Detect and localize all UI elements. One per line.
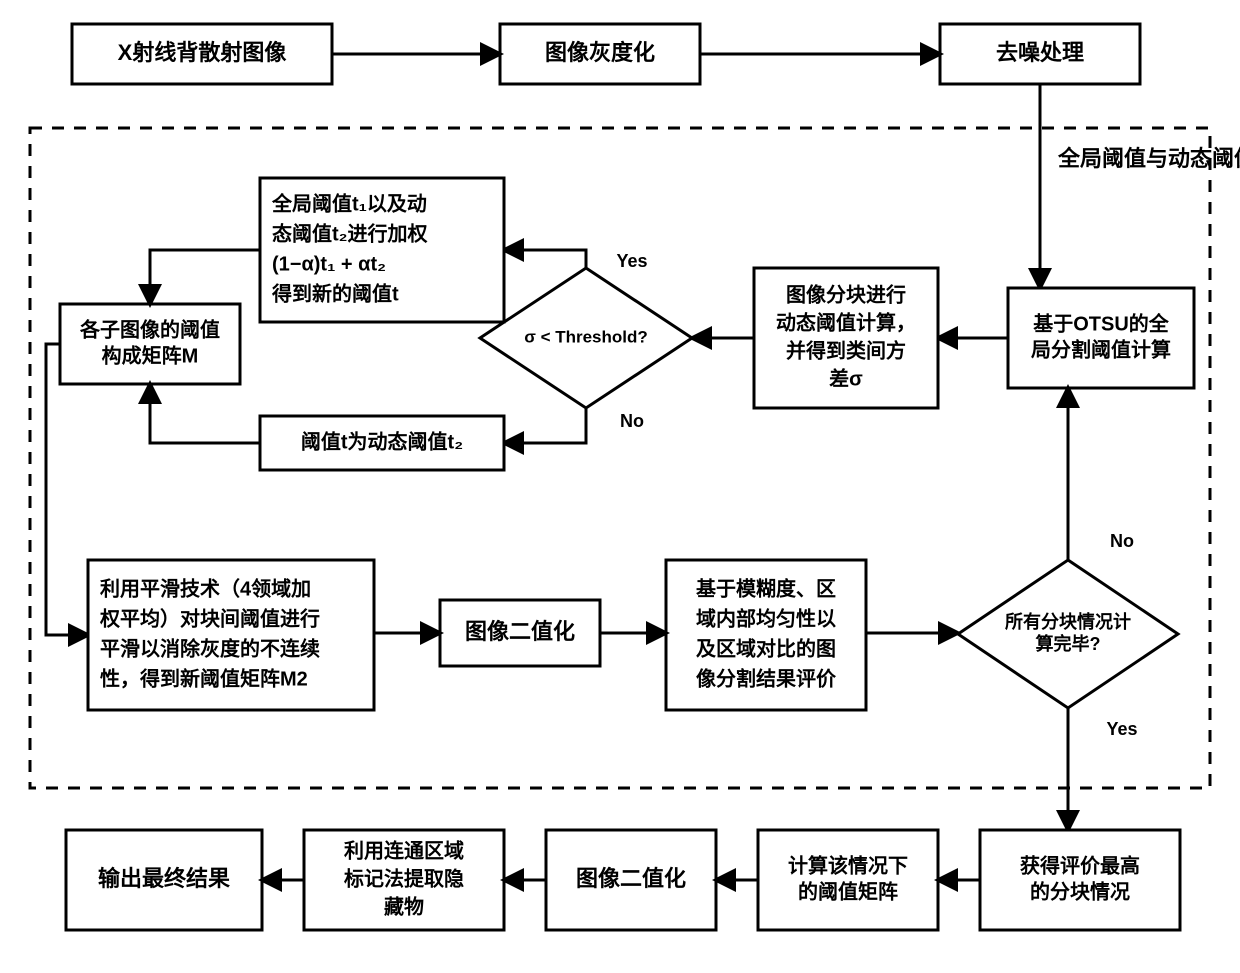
svg-text:输出最终结果: 输出最终结果 [98,866,230,891]
svg-text:并得到类间方: 并得到类间方 [786,338,906,362]
svg-text:平滑以消除灰度的不连续: 平滑以消除灰度的不连续 [100,636,320,660]
svg-text:(1−α)t₁ + αt₂: (1−α)t₁ + αt₂ [272,253,386,275]
svg-text:图像分块进行: 图像分块进行 [786,282,906,306]
svg-text:计算该情况下: 计算该情况下 [788,853,908,877]
svg-text:基于模糊度、区: 基于模糊度、区 [696,576,836,600]
flowchart: X射线背散射图像 图像灰度化 去噪处理全局阈值与动态阈值相结合基于OTSU的全局分割… [0,0,1240,973]
svg-text:态阈值t₂进行加权: 态阈值t₂进行加权 [272,221,429,245]
svg-text:构成矩阵M: 构成矩阵M [102,343,199,367]
svg-text:局分割阈值计算: 局分割阈值计算 [1030,337,1171,361]
svg-text:性，得到新阈值矩阵M2: 性，得到新阈值矩阵M2 [100,666,308,690]
svg-text:全局阈值t₁以及动: 全局阈值t₁以及动 [271,191,427,215]
svg-text:σ < Threshold?: σ < Threshold? [524,327,648,346]
svg-text:算完毕?: 算完毕? [1036,633,1101,654]
svg-text:标记法提取隐: 标记法提取隐 [344,866,464,890]
svg-text:各子图像的阈值: 各子图像的阈值 [79,317,220,341]
svg-text:图像二值化: 图像二值化 [576,866,686,891]
svg-text:藏物: 藏物 [384,894,424,918]
svg-text:基于OTSU的全: 基于OTSU的全 [1033,311,1170,335]
svg-text:得到新的阈值t: 得到新的阈值t [271,281,399,305]
svg-text:动态阈值计算，: 动态阈值计算， [776,310,916,334]
svg-text:去噪处理: 去噪处理 [996,40,1084,65]
svg-text:利用平滑技术（4领域加: 利用平滑技术（4领域加 [100,576,311,600]
svg-text:获得评价最高: 获得评价最高 [1020,853,1140,877]
svg-text:图像灰度化: 图像灰度化 [545,40,655,65]
svg-text:域内部均匀性以: 域内部均匀性以 [696,606,836,630]
svg-text:的阈值矩阵: 的阈值矩阵 [798,879,898,903]
svg-text:所有分块情况计: 所有分块情况计 [1005,611,1131,632]
svg-text:Yes: Yes [616,251,647,271]
svg-text:差σ: 差σ [829,366,863,390]
svg-text:阈值t为动态阈值t₂: 阈值t为动态阈值t₂ [301,429,463,453]
svg-text:权平均）对块间阈值进行: 权平均）对块间阈值进行 [99,606,320,630]
svg-text:No: No [1110,531,1134,551]
svg-text:X射线背散射图像: X射线背散射图像 [118,40,288,65]
svg-text:及区域对比的图: 及区域对比的图 [696,636,836,660]
svg-text:图像二值化: 图像二值化 [465,619,575,644]
svg-text:No: No [620,411,644,431]
svg-text:Yes: Yes [1106,719,1137,739]
svg-text:利用连通区域: 利用连通区域 [344,838,464,862]
svg-text:像分割结果评价: 像分割结果评价 [696,666,837,690]
svg-text:的分块情况: 的分块情况 [1030,879,1130,903]
svg-text:全局阈值与动态阈值相结合: 全局阈值与动态阈值相结合 [1057,146,1240,171]
